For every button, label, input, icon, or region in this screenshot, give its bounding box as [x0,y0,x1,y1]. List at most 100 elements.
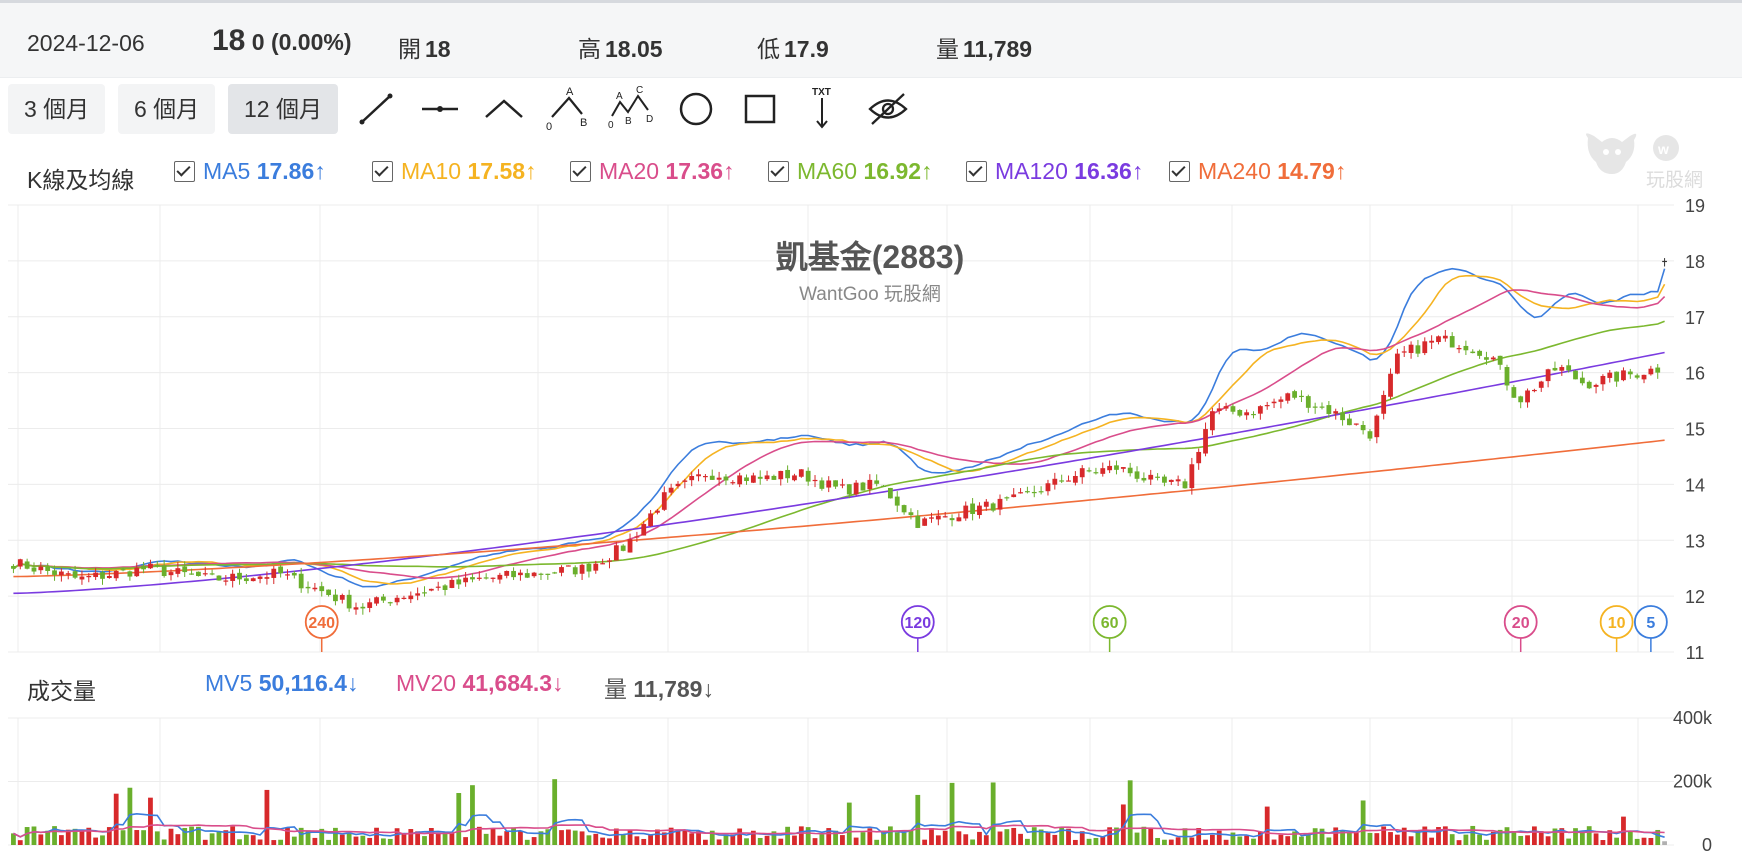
candle-body [490,577,496,579]
vol-arrow: ↓ [702,676,714,702]
angle-tool-icon[interactable] [478,84,530,134]
volume-bar [915,794,921,845]
vol-label: 量 [604,676,627,702]
ma10-toggle[interactable]: MA10 17.58↑ [372,158,537,185]
candle-body [1305,396,1311,408]
volume-bar [641,838,647,845]
ma120-toggle[interactable]: MA120 16.36↑ [966,158,1143,185]
volume-bar [990,782,996,845]
volume-bar [1415,830,1421,845]
ma10-checkbox[interactable] [372,161,393,182]
candle-body [935,515,941,520]
volume-bar [415,831,421,845]
candle-body [161,565,167,577]
volume-bar [1093,837,1099,845]
candle-body [298,573,304,589]
candle-body [346,594,352,609]
mv20-line [13,824,1665,838]
volume-label: 量 [936,36,959,62]
volume-bar [326,839,331,845]
candle-body [1299,395,1304,398]
volume-bar [1230,832,1236,845]
candle-body [408,595,414,600]
volume-bar [216,831,222,845]
volume-bar [1038,829,1044,845]
volume-bar [1463,834,1469,845]
candle-body [1038,491,1044,493]
ma240-toggle[interactable]: MA240 14.79↑ [1169,158,1346,185]
ma60-checkbox[interactable] [768,161,789,182]
quote-high: 高 18.05 [578,30,663,64]
price-tick-label: 11 [1686,643,1705,663]
txt-tool-label: TXT [812,87,831,98]
candle-body [1162,476,1167,483]
volume-bar [1347,832,1352,845]
candle-body [1018,492,1023,494]
volume-bar [428,828,434,845]
line-tool-icon[interactable] [350,84,402,134]
volume-bar [1600,840,1606,845]
period-12m-button[interactable]: 12 個月 [228,84,338,134]
volume-bar [894,832,900,845]
volume-bar [559,830,564,845]
volume-bar [298,827,304,845]
candle-body [449,579,455,588]
ma120-line [13,351,1665,595]
candle-body [1408,344,1414,353]
volume-bar [935,835,941,845]
candle-body [586,563,592,572]
candle-body [531,572,537,577]
volume-bar [1614,837,1620,845]
ma5-checkbox[interactable] [174,161,195,182]
ma5-label: MA5 [203,158,251,184]
candle-body [1552,367,1558,371]
text-tool-icon[interactable]: TXT [798,84,850,134]
ma5-toggle[interactable]: MA5 17.86↑ [174,158,326,185]
volume-bar [668,827,674,845]
volume-bar [1141,826,1147,845]
volume-bar [1436,827,1441,845]
candle-body [1134,471,1140,479]
volume-bar [853,837,859,845]
candle-body [17,559,23,567]
volume-bar [1292,831,1298,845]
ma120-checkbox[interactable] [966,161,987,182]
ma20-toggle[interactable]: MA20 17.36↑ [570,158,735,185]
candle-body [1045,483,1051,492]
volume-bar [257,839,263,845]
volume-bar [401,833,407,845]
candle-body [1607,372,1613,378]
candle-body [1031,491,1037,494]
candle-body [319,586,325,592]
ma60-line [12,320,1665,570]
price-change: 0 (0.00%) [251,29,352,55]
candle-body [148,563,153,569]
ma60-toggle[interactable]: MA60 16.92↑ [768,158,933,185]
quote-date: 2024-12-06 [27,30,145,56]
rectangle-tool-icon[interactable] [734,84,786,134]
ma20-checkbox[interactable] [570,161,591,182]
abcd-pattern-tool-icon[interactable]: A C 0 B D [606,84,658,134]
candle-body [709,475,715,480]
period-6m-button[interactable]: 6 個月 [118,84,216,134]
open-value: 18 [425,36,451,62]
abc-pattern-tool-icon[interactable]: A 0 B [542,84,594,134]
circle-tool-icon[interactable] [670,84,722,134]
price-tick-label: 16 [1685,364,1705,384]
period-3m-button[interactable]: 3 個月 [8,84,106,134]
volume-value: 11,789 [963,36,1033,62]
volume-bar [524,839,530,845]
ma240-checkbox[interactable] [1169,161,1190,182]
horizontal-line-tool-icon[interactable] [414,84,466,134]
candle-body [682,480,688,482]
volume-bar [1148,827,1154,845]
hide-drawings-icon[interactable] [862,84,914,134]
volume-bar [648,835,653,845]
volume-bar [1120,804,1126,845]
candle-body [243,578,249,582]
candle-body [1175,479,1181,482]
candle-body [1189,464,1195,489]
candle-body [997,498,1003,510]
candle-body [1634,375,1640,378]
